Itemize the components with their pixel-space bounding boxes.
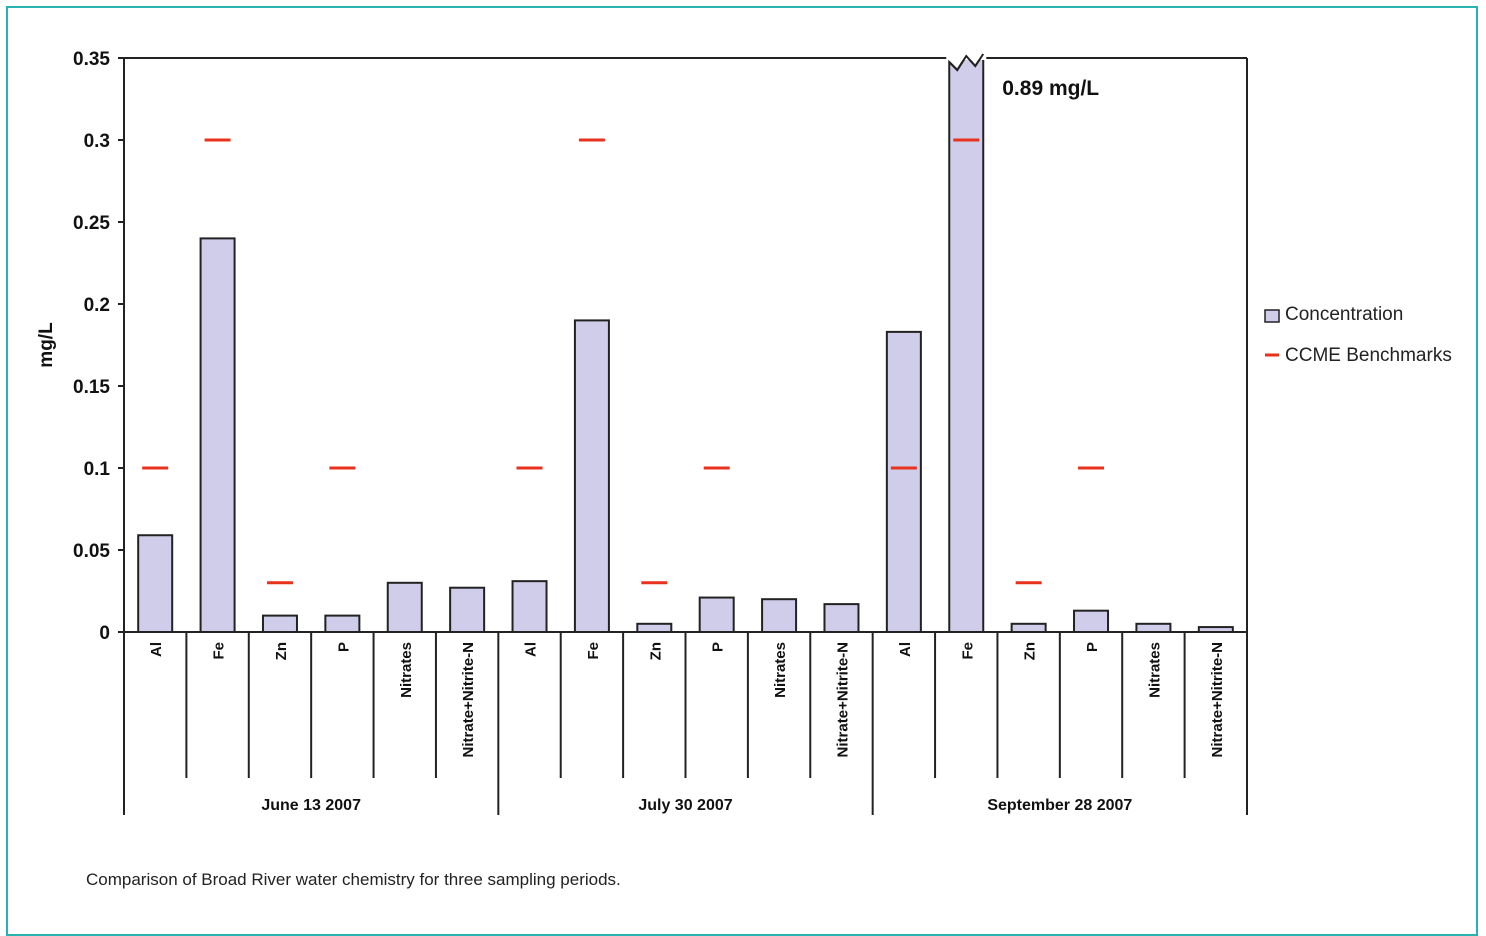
concentration-bar: [449, 586, 486, 633]
concentration-bar: [1197, 626, 1234, 634]
axis-break-mask: [946, 48, 987, 60]
concentration-bar: [199, 237, 236, 633]
category-label: Nitrates: [398, 642, 415, 698]
category-label: Nitrates: [1146, 642, 1163, 698]
legend-concentration-swatch: [1264, 309, 1280, 323]
y-tick-label: 0.2: [84, 295, 110, 316]
category-label: Nitrate+Nitrite-N: [1209, 642, 1226, 757]
group-label: June 13 2007: [261, 797, 361, 814]
category-label: Zn: [1022, 642, 1039, 660]
y-tick-label: 0.35: [73, 49, 110, 70]
y-axis-label: mg/L: [36, 322, 57, 368]
category-label: Nitrate+Nitrite-N: [834, 642, 851, 757]
concentration-bar: [823, 603, 860, 633]
concentration-bar: [573, 319, 610, 633]
y-tick-label: 0.1: [84, 459, 111, 480]
category-label: Fe: [585, 642, 602, 660]
category-label: Al: [897, 642, 914, 657]
concentration-bar: [1073, 609, 1110, 633]
figure-frame: [6, 6, 1478, 936]
y-tick-label: 0.25: [73, 213, 110, 234]
y-tick-label: 0.3: [84, 131, 110, 152]
concentration-bar: [324, 614, 361, 633]
concentration-bar: [698, 596, 735, 633]
broken-bar-value-label: 0.89 mg/L: [1002, 77, 1099, 100]
axis-break-zigzag: [948, 53, 985, 72]
category-label: Zn: [647, 642, 664, 660]
group-label: July 30 2007: [638, 797, 732, 814]
concentration-bar: [137, 534, 174, 633]
category-label: Zn: [273, 642, 290, 660]
category-label: P: [710, 642, 727, 652]
concentration-bar: [1135, 622, 1172, 633]
category-label: P: [335, 642, 352, 652]
group-label: September 28 2007: [987, 797, 1132, 814]
y-tick-label: 0.15: [73, 377, 110, 398]
y-tick-label: 0: [99, 623, 110, 644]
category-label: Al: [523, 642, 540, 657]
category-label: Fe: [211, 642, 228, 660]
category-label: Al: [148, 642, 165, 657]
legend-benchmark-label: CCME Benchmarks: [1285, 345, 1452, 366]
concentration-bar: [885, 330, 922, 633]
concentration-bar: [1010, 622, 1047, 633]
concentration-bar: [386, 581, 423, 633]
y-tick-label: 0.05: [73, 541, 110, 562]
concentration-bar: [761, 598, 798, 634]
category-label: P: [1084, 642, 1101, 652]
legend-concentration-label: Concentration: [1285, 304, 1403, 325]
category-label: Nitrate+Nitrite-N: [460, 642, 477, 757]
concentration-bar: [636, 622, 673, 633]
figure-caption: Comparison of Broad River water chemistr…: [86, 870, 621, 889]
category-label: Nitrates: [772, 642, 789, 698]
concentration-bar: [261, 614, 298, 633]
category-label: Fe: [959, 642, 976, 660]
concentration-bar: [511, 580, 548, 633]
